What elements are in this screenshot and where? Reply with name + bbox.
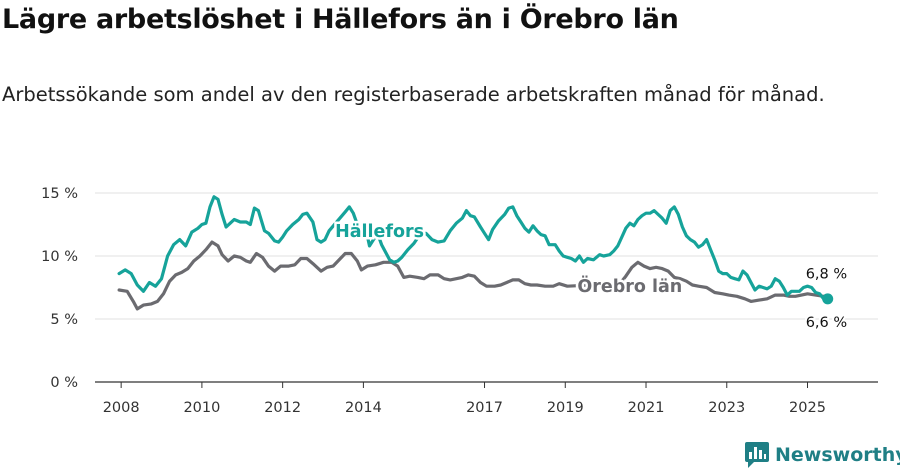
y-tick-label: 5 %	[50, 312, 78, 328]
x-tick-label: 2019	[547, 400, 584, 416]
x-tick-label: 2014	[345, 400, 382, 416]
end-value-label: 6,8 %	[806, 266, 847, 282]
newsworthy-logo-icon	[745, 442, 769, 468]
series-line-hällefors	[117, 195, 830, 301]
series-label: Örebro län	[577, 275, 682, 297]
end-point-marker	[822, 293, 834, 305]
x-tick-label: 2012	[264, 400, 301, 416]
chart-title: Lägre arbetslöshet i Hällefors än i Öreb…	[2, 4, 679, 35]
brand-name: Newsworthy	[775, 444, 900, 466]
y-tick-label: 10 %	[41, 249, 78, 265]
x-tick-label: 2021	[628, 400, 665, 416]
brand-logo: Newsworthy	[745, 440, 900, 470]
y-tick-label: 15 %	[41, 186, 78, 202]
chart-subtitle: Arbetssökande som andel av den registerb…	[2, 83, 825, 106]
y-tick-label: 0 %	[50, 375, 78, 391]
x-tick-label: 2008	[103, 400, 140, 416]
end-value-label: 6,6 %	[806, 315, 847, 331]
x-tick-label: 2023	[708, 400, 745, 416]
series-label: Hällefors	[335, 222, 424, 242]
x-tick-label: 2025	[789, 400, 826, 416]
x-tick-label: 2010	[183, 400, 220, 416]
series-line-örebro-län	[117, 240, 830, 311]
x-tick-label: 2017	[466, 400, 503, 416]
